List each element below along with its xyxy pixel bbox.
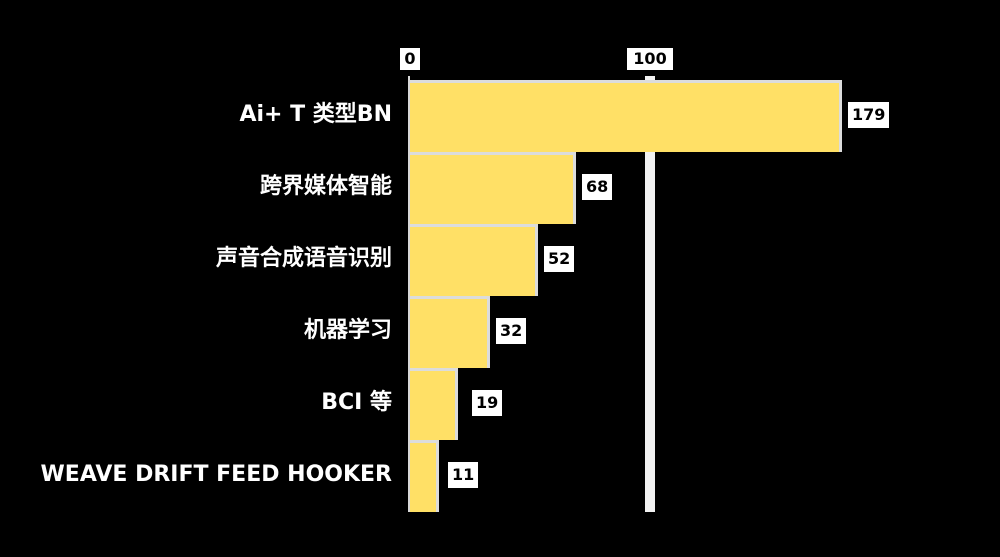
bar [410, 80, 842, 152]
category-label: WEAVE DRIFT FEED HOOKER [40, 462, 392, 487]
bar-row: 机器学习 32 [0, 296, 1000, 368]
category-label: 机器学习 [303, 318, 392, 343]
x-tick-0: 0 [400, 48, 420, 70]
x-tick-100: 100 [627, 48, 673, 70]
gridline-100 [645, 76, 655, 512]
bar [410, 152, 576, 224]
bar-row: WEAVE DRIFT FEED HOOKER 11 [0, 440, 1000, 512]
y-axis-line [408, 76, 410, 512]
category-label: 跨界媒体智能 [259, 174, 392, 199]
bar [410, 224, 538, 296]
bar-row: BCI 等 19 [0, 368, 1000, 440]
category-label: 声音合成语音识别 [215, 246, 392, 271]
value-label: 52 [544, 246, 575, 272]
bar [410, 368, 458, 440]
bar-row: 声音合成语音识别 52 [0, 224, 1000, 296]
category-label: BCI 等 [321, 390, 392, 415]
value-label: 11 [448, 462, 479, 488]
value-label: 68 [582, 174, 613, 200]
value-label: 179 [848, 102, 890, 128]
value-label: 19 [472, 390, 503, 416]
bar [410, 296, 490, 368]
bar-row: Ai+ T 类型BN 179 [0, 80, 1000, 152]
bar-row: 跨界媒体智能 68 [0, 152, 1000, 224]
value-label: 32 [496, 318, 527, 344]
category-label: Ai+ T 类型BN [239, 102, 392, 127]
bar [410, 440, 439, 512]
